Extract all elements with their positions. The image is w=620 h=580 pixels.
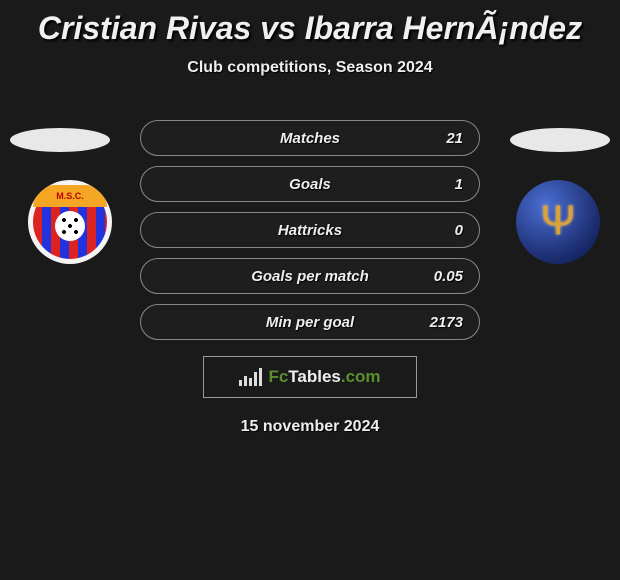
stat-value: 21 — [446, 130, 463, 147]
brand-text: FcTables.com — [268, 367, 380, 387]
stat-label: Matches — [141, 130, 479, 147]
snapshot-date: 15 november 2024 — [241, 418, 380, 436]
stat-row: Goals per match 0.05 — [140, 258, 480, 294]
stat-label: Min per goal — [141, 314, 479, 331]
comparison-title: Cristian Rivas vs Ibarra HernÃ¡ndez — [0, 0, 620, 47]
comparison-subtitle: Club competitions, Season 2024 — [0, 59, 620, 77]
stat-value: 0 — [455, 222, 463, 239]
stat-row: Min per goal 2173 — [140, 304, 480, 340]
stat-row: Goals 1 — [140, 166, 480, 202]
brand-attribution[interactable]: FcTables.com — [203, 356, 417, 398]
stat-label: Goals — [141, 176, 479, 193]
stat-row: Matches 21 — [140, 120, 480, 156]
bar-chart-icon — [239, 368, 262, 386]
stat-value: 0.05 — [434, 268, 463, 285]
stat-value: 1 — [455, 176, 463, 193]
stat-label: Goals per match — [141, 268, 479, 285]
stat-row: Hattricks 0 — [140, 212, 480, 248]
stats-container: Matches 21 Goals 1 Hattricks 0 Goals per… — [0, 120, 620, 436]
soccer-ball-icon — [55, 211, 85, 241]
stat-value: 2173 — [430, 314, 463, 331]
stat-label: Hattricks — [141, 222, 479, 239]
